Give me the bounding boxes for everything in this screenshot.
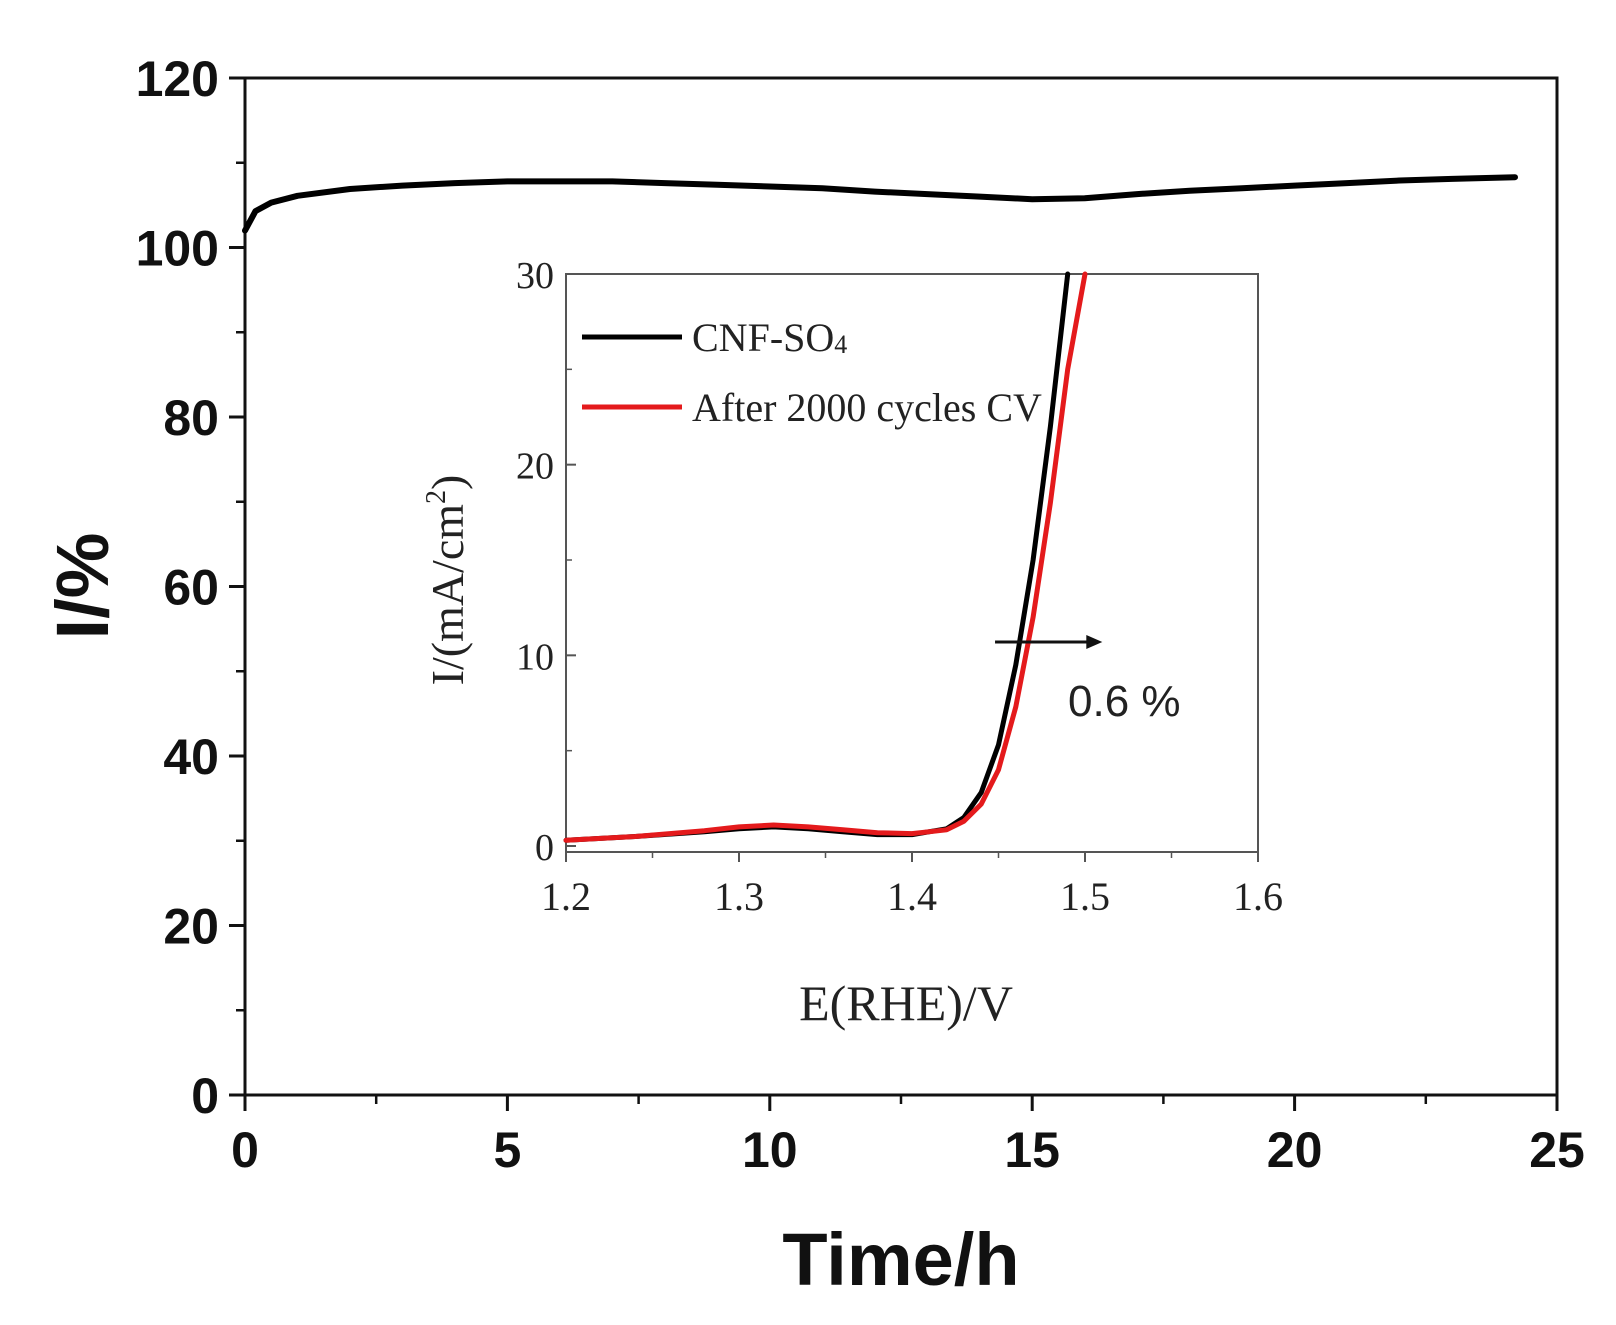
main-y-tick-label: 60	[163, 560, 219, 616]
main-x-tick-label: 25	[1529, 1122, 1585, 1178]
inset-legend: CNF-SO4 After 2000 cycles CV	[582, 315, 1042, 430]
main-x-tick-label: 5	[493, 1122, 521, 1178]
inset-x-tick-label: 1.2	[541, 874, 591, 919]
main-x-tick-label: 0	[231, 1122, 259, 1178]
inset-x-tick-label: 1.6	[1233, 874, 1283, 919]
inset-x-tick-label: 1.4	[887, 874, 937, 919]
main-x-axis-label: Time/h	[782, 1218, 1019, 1301]
inset-series	[563, 271, 1088, 843]
inset-y-ticks: 0 10 20 30	[516, 255, 576, 869]
annotation-arrow-head	[1086, 634, 1103, 649]
main-y-tick-label: 40	[163, 729, 219, 785]
inset-series-after-2000-cycles	[563, 271, 1088, 843]
inset-chart: 0 10 20 30 1.2 1.3 1.4 1.5 1.6 0.6 % E(RHE)/V I…	[421, 255, 1283, 1031]
inset-y-axis-label-sup: 2	[421, 490, 452, 504]
main-y-tick-label: 120	[136, 51, 219, 107]
inset-plot-frame	[565, 273, 1259, 853]
inset-y-tick-label: 10	[516, 636, 554, 678]
inset-y-tick-label: 20	[516, 446, 554, 488]
inset-y-axis-label-close: )	[422, 475, 473, 490]
main-y-tick-label: 100	[136, 221, 219, 277]
inset-x-tick-label: 1.5	[1060, 874, 1110, 919]
inset-y-tick-label: 30	[516, 255, 554, 297]
main-y-ticks: 0 20 40 60 80 100 120	[136, 51, 245, 1124]
main-series-line	[242, 174, 1518, 234]
legend-label-cnf-so4-sub: 4	[834, 330, 847, 359]
main-series	[242, 174, 1518, 234]
main-y-tick-label: 20	[163, 899, 219, 955]
inset-x-axis-label: E(RHE)/V	[799, 975, 1013, 1031]
legend-label-cnf-so4: CNF-SO4	[692, 315, 847, 360]
inset-y-axis-label-main: I/(mA/cm	[422, 504, 473, 686]
inset-x-ticks: 1.2 1.3 1.4 1.5 1.6	[541, 852, 1283, 919]
main-x-ticks: 0 5 10 15 20 25	[231, 1095, 1585, 1178]
main-y-axis-label: I/%	[41, 533, 124, 640]
annotation-label: 0.6 %	[1068, 677, 1181, 726]
inset-y-tick-label: 0	[535, 827, 554, 869]
main-y-tick-label: 0	[191, 1068, 219, 1124]
legend-label-after-2000-cycles: After 2000 cycles CV	[692, 385, 1042, 430]
inset-x-tick-label: 1.3	[714, 874, 764, 919]
main-x-tick-label: 20	[1267, 1122, 1323, 1178]
inset-y-axis-label: I/(mA/cm2)	[421, 475, 473, 686]
legend-label-cnf-so4-main: CNF-SO	[692, 315, 834, 360]
main-x-tick-label: 15	[1004, 1122, 1060, 1178]
main-y-tick-label: 80	[163, 390, 219, 446]
inset-annotation: 0.6 %	[995, 634, 1181, 726]
main-x-tick-label: 10	[742, 1122, 798, 1178]
